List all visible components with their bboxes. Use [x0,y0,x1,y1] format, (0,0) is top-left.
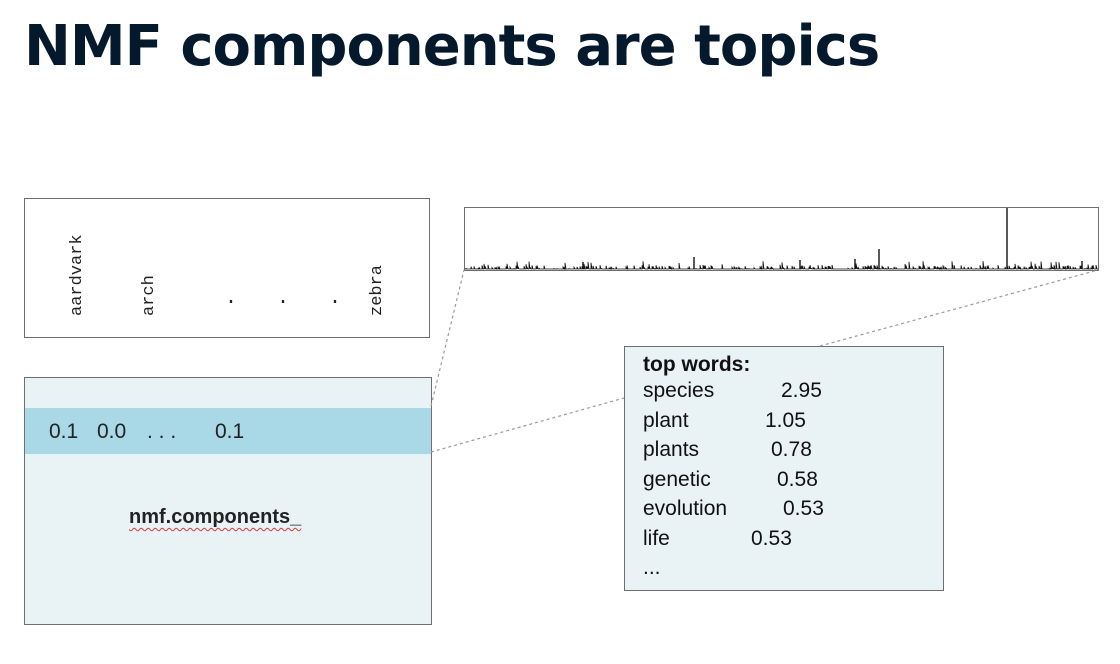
top-words-header: top words: [643,353,751,376]
top-word: evolution [643,497,728,520]
connector-line [430,269,465,407]
row-value-last: 0.1 [215,420,245,443]
top-word-row: species 2.95 [643,379,943,409]
row-value-first: 0.1 [49,420,79,443]
top-word-weight: 0.78 [771,438,812,461]
top-word-row: evolution 0.53 [643,497,943,527]
top-word: life [643,526,670,550]
histogram-bars [465,207,1098,271]
top-word-weight: 0.53 [751,526,792,550]
row-value-second: 0.0 [97,420,127,443]
page-title: NMF components are topics [24,14,880,79]
top-word-row: plant 1.05 [643,409,943,439]
top-word-row: genetic 0.58 [643,468,943,498]
top-word: genetic [643,467,711,491]
top-word-row: plants 0.78 [643,438,943,468]
top-word-row: life 0.53 [643,527,943,557]
top-word-weight: 0.58 [777,467,818,491]
top-words-box: top words: species 2.95 plant 1.05 plant… [624,346,944,591]
matrix-label: nmf.components_ [129,506,302,528]
top-word: plants [643,438,700,461]
row-value-ellipsis: . . . [147,420,177,443]
highlighted-row: 0.1 0.0 . . . 0.1 [25,408,431,454]
top-word-weight: 1.05 [765,408,806,432]
top-word: species [643,379,715,402]
vocab-word-arch: arch [140,275,159,316]
connector-line [819,269,1099,347]
top-word-weight: 0.53 [783,497,824,520]
top-word: plant [643,408,689,432]
vocab-word-aardvark: aardvark [68,234,87,316]
top-words-ellipsis: ... [643,556,661,579]
components-matrix: 0.1 0.0 . . . 0.1 nmf.components_ [24,377,432,625]
connector-line [430,397,625,453]
vocabulary-box: aardvark arch . . . zebra [24,198,430,338]
component-histogram [464,207,1099,271]
histogram-noise [465,261,1098,271]
vocab-ellipsis: . . . [225,287,356,310]
vocab-word-zebra: zebra [368,264,387,316]
top-word-weight: 2.95 [781,379,822,402]
